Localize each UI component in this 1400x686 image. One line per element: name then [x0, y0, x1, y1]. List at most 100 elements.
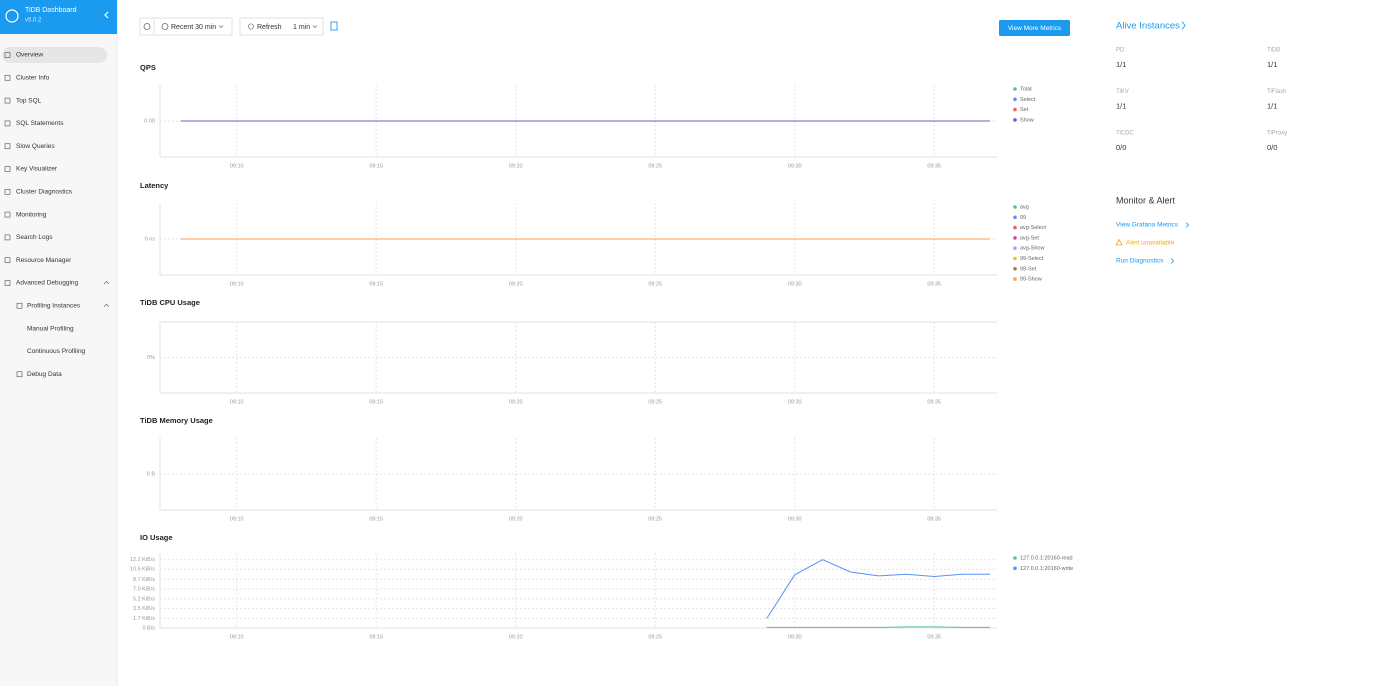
legend-label: avg	[1020, 204, 1029, 210]
y-tick-label: 0.00	[144, 118, 155, 124]
legend-dot	[1013, 107, 1017, 112]
share-icon[interactable]	[330, 21, 338, 31]
y-tick-label: 0 B/s	[142, 625, 155, 631]
instance-count: 1/1	[1116, 101, 1126, 110]
alive-title[interactable]: Alive Instances	[1116, 21, 1180, 32]
menu-item[interactable]: SQL Statements	[16, 120, 64, 127]
x-tick-label: 09:20	[509, 399, 523, 405]
x-tick-label: 09:10	[230, 516, 244, 522]
menu-item[interactable]: Search Logs	[16, 234, 53, 241]
series-line	[766, 626, 990, 628]
x-tick-label: 09:25	[648, 516, 662, 522]
menu-item[interactable]: Overview	[16, 52, 43, 59]
legend-label: avg-Show	[1020, 246, 1044, 252]
legend-dot	[1013, 246, 1017, 250]
refresh-label: Refresh	[257, 24, 282, 31]
menu-item[interactable]: Cluster Diagnostics	[16, 189, 73, 196]
menu-item[interactable]: Top SQL	[16, 97, 42, 104]
legend-label: 127.0.0.1:20160-read	[1020, 555, 1073, 561]
y-tick-label: 3.5 KiB/s	[133, 606, 155, 612]
series-line	[766, 559, 990, 619]
x-tick-label: 09:10	[230, 399, 244, 405]
more-metrics-button[interactable]	[999, 20, 1070, 36]
x-tick-label: 09:30	[788, 281, 802, 287]
legend-dot	[1013, 277, 1017, 281]
instance-count: 0/0	[1267, 143, 1277, 152]
x-tick-label: 09:10	[230, 634, 244, 640]
x-tick-label: 09:15	[369, 399, 383, 405]
legend-label: avg-Set	[1020, 235, 1039, 241]
legend-dot	[1013, 256, 1017, 261]
warning-icon	[1115, 238, 1123, 246]
menu-icon	[4, 188, 11, 195]
x-tick-label: 09:25	[648, 634, 662, 640]
refresh-interval: 1 min	[293, 24, 310, 31]
alive-instances: PD 1/1 TiDB 1/1 TiKV 1/1 TiFlash 1/1 TiCDC 0/0 TiP…	[1116, 48, 1287, 152]
menu-icon	[4, 234, 11, 241]
chevron	[1181, 21, 1186, 30]
x-tick-label: 09:30	[788, 634, 802, 640]
legend-label: Total	[1020, 86, 1032, 92]
menu-item[interactable]: Debug Data	[27, 371, 62, 378]
collapse-icon[interactable]	[104, 11, 109, 19]
y-tick-label: 8.7 KiB/s	[133, 577, 155, 583]
menu-icon	[16, 371, 23, 378]
y-tick-label: 5.2 KiB/s	[133, 596, 155, 602]
button-label: View More Metrics	[1008, 25, 1062, 32]
time-range-select[interactable]	[139, 17, 233, 36]
menu-item[interactable]: Slow Queries	[16, 143, 55, 150]
grafana-link[interactable]: View Grafana Metrics	[1116, 222, 1179, 229]
y-tick-label: 0 ns	[145, 236, 156, 242]
chart-title: QPS	[140, 63, 156, 72]
instance-count: 1/1	[1267, 60, 1277, 69]
legend-dot	[1013, 87, 1017, 91]
x-tick-label: 09:35	[927, 634, 941, 640]
instance-name: TiFlash	[1267, 89, 1286, 95]
menu-icon	[4, 166, 11, 172]
legend-label: 99	[1020, 215, 1026, 221]
alert-status: Alert unavailable	[1126, 240, 1174, 247]
menu-item[interactable]: Cluster Info	[16, 75, 50, 82]
caret	[312, 25, 318, 28]
legend-label: Select	[1020, 97, 1036, 103]
menu-item[interactable]: Continuous Profiling	[27, 348, 86, 355]
menu-item[interactable]: Monitoring	[16, 211, 47, 218]
menu-item[interactable]: Profiling Instances	[27, 303, 81, 310]
diagnostics-link[interactable]: Run Diagnostics	[1116, 258, 1164, 265]
instance-count: 1/1	[1116, 60, 1126, 69]
menu-icon	[4, 211, 11, 218]
menu-item[interactable]: Advanced Debugging	[16, 280, 79, 287]
menu-icon	[16, 302, 23, 309]
menu-icon	[4, 120, 11, 127]
legend-label: Set	[1020, 107, 1029, 113]
refresh-icon	[247, 23, 254, 30]
y-tick-label: 1.7 KiB/s	[133, 616, 155, 622]
chart-title: TiDB CPU Usage	[140, 298, 200, 307]
menu-item[interactable]: Key Visualizer	[16, 166, 58, 173]
x-tick-label: 09:20	[509, 516, 523, 522]
legend-dot	[1013, 556, 1017, 560]
menu-icon	[4, 97, 11, 104]
x-tick-label: 09:30	[788, 163, 802, 169]
legend-dot	[1013, 97, 1017, 102]
menu-item[interactable]: Resource Manager	[16, 257, 72, 264]
chevron	[1170, 258, 1175, 264]
x-tick-label: 09:10	[230, 281, 244, 287]
refresh-select[interactable]	[239, 17, 324, 36]
sidebar-header	[0, 0, 117, 34]
legend-dot	[1013, 267, 1017, 271]
instance-count: 0/0	[1116, 143, 1126, 152]
instance-name: TiCDC	[1116, 131, 1134, 137]
instance-name: TiKV	[1116, 89, 1129, 95]
x-tick-label: 09:25	[648, 281, 662, 287]
legend-dot	[1013, 118, 1017, 122]
legend-label: 99-Set	[1020, 266, 1037, 272]
sidebar	[0, 0, 117, 686]
legend-label: 127.0.0.1:20160-write	[1020, 566, 1073, 572]
legend-dot	[1013, 236, 1017, 240]
x-tick-label: 09:15	[369, 516, 383, 522]
menu-item[interactable]: Manual Profiling	[27, 325, 74, 332]
expand-caret	[103, 303, 110, 308]
